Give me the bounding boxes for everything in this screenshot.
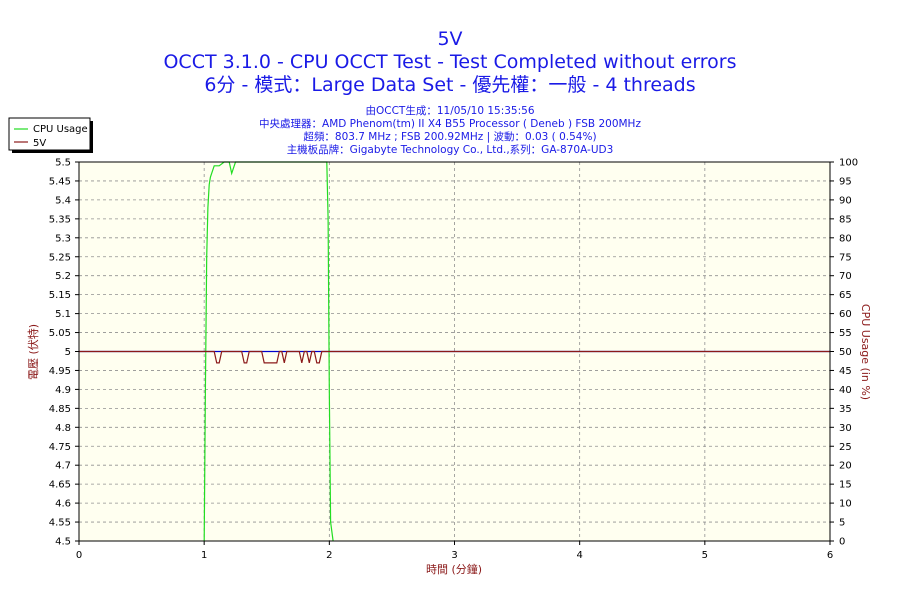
chart-subtitle-line2: 6分 - 模式：Large Data Set - 優先權：一般 - 4 thre… [204, 74, 695, 96]
y-left-tick-label: 5.05 [49, 328, 71, 339]
chart-title: 5V [437, 28, 462, 50]
info-cpu: 中央處理器：AMD Phenom(tm) II X4 B55 Processor… [259, 117, 641, 130]
y-right-tick-label: 90 [839, 195, 852, 206]
y-right-tick-label: 95 [839, 176, 852, 187]
plot-border [78, 161, 831, 542]
y-right-tick-label: 0 [839, 537, 845, 548]
y-right-tick-label: 80 [839, 233, 852, 244]
x-tick-label: 6 [827, 550, 833, 561]
x-tick-label: 4 [576, 550, 582, 561]
y-left-tick-label: 4.9 [55, 385, 71, 396]
y-right-tick-label: 65 [839, 290, 852, 301]
y-left-tick-label: 5.45 [49, 176, 71, 187]
legend-label-5v: 5V [33, 138, 46, 149]
y-right-tick-label: 20 [839, 461, 852, 472]
x-tick-label: 0 [76, 550, 82, 561]
y-right-tick-label: 60 [839, 309, 852, 320]
y-left-tick-label: 4.7 [55, 461, 71, 472]
y-left-tick-label: 4.85 [49, 404, 71, 415]
y-left-tick-label: 5.15 [49, 290, 71, 301]
y-right-tick-label: 35 [839, 404, 852, 415]
y-left-tick-label: 5.1 [55, 309, 71, 320]
y-left-tick-label: 5.25 [49, 252, 71, 263]
y-left-tick-label: 4.8 [55, 423, 71, 434]
y-axis-left-label: 電壓 (伏特) [26, 324, 40, 380]
x-tick-label: 3 [451, 550, 457, 561]
y-left-tick-label: 4.5 [55, 537, 71, 548]
info-generated: 由OCCT生成：11/05/10 15:35:56 [366, 104, 535, 117]
y-right-tick-label: 10 [839, 499, 852, 510]
y-right-tick-label: 30 [839, 423, 852, 434]
grid [79, 162, 830, 541]
y-left-tick-label: 5.2 [55, 271, 71, 282]
y-right-tick-label: 100 [839, 158, 858, 169]
y-left-tick-label: 5.3 [55, 233, 71, 244]
y-right-tick-label: 45 [839, 366, 852, 377]
y-left-tick-label: 4.6 [55, 499, 71, 510]
y-right-tick-label: 5 [839, 518, 845, 529]
tick-labels: 0 1 2 3 4 5 64.54.554.64.654.74.754.84.854.94.… [49, 158, 858, 562]
x-axis-label: 時間 (分鐘) [426, 562, 482, 576]
series-line-5v [79, 350, 830, 364]
y-right-tick-label: 15 [839, 480, 852, 491]
chart-subtitle-line1: OCCT 3.1.0 - CPU OCCT Test - Test Comple… [163, 51, 736, 73]
y-right-tick-label: 85 [839, 214, 852, 225]
info-motherboard: 主機板品牌：Gigabyte Technology Co., Ltd.,系列：G… [287, 143, 614, 156]
y-axis-right-label: CPU Usage (in %) [859, 304, 872, 400]
y-right-tick-label: 25 [839, 442, 852, 453]
y-right-tick-label: 75 [839, 252, 852, 263]
legend-label-cpu-usage: CPU Usage [33, 124, 88, 135]
y-left-tick-label: 5 [65, 347, 71, 358]
y-right-tick-label: 50 [839, 347, 852, 358]
y-right-tick-label: 40 [839, 385, 852, 396]
y-left-tick-label: 4.75 [49, 442, 71, 453]
legend: CPU Usage 5V [8, 117, 93, 153]
legend-box [8, 117, 91, 151]
y-left-tick-label: 5.35 [49, 214, 71, 225]
y-left-tick-label: 4.55 [49, 518, 71, 529]
x-tick-label: 2 [326, 550, 332, 561]
y-left-tick-label: 5.4 [55, 195, 71, 206]
x-tick-label: 1 [201, 550, 207, 561]
y-right-tick-label: 70 [839, 271, 852, 282]
y-left-tick-label: 4.65 [49, 480, 71, 491]
y-left-tick-label: 5.5 [55, 158, 71, 169]
info-clock: 超頻：803.7 MHz ; FSB 200.92MHz | 波動：0.03 (… [303, 130, 596, 143]
y-left-tick-label: 4.95 [49, 366, 71, 377]
x-tick-label: 5 [702, 550, 708, 561]
y-right-tick-label: 55 [839, 328, 852, 339]
